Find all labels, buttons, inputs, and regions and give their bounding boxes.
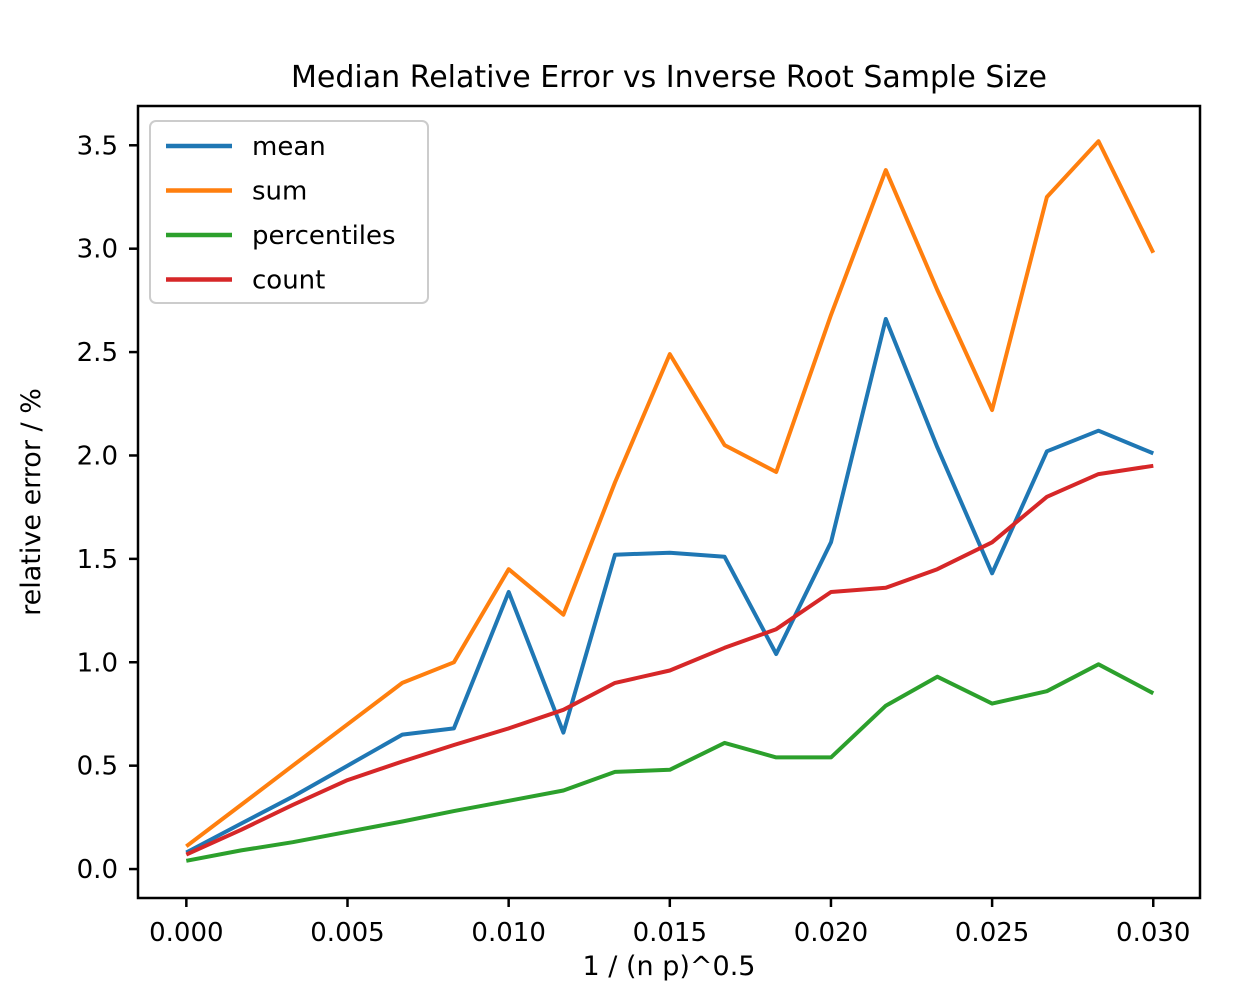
series-line-mean (185, 317, 1155, 855)
y-tick-label: 3.5 (77, 131, 118, 161)
legend-label-mean: mean (252, 132, 326, 162)
x-axis-ticks: 0.000 0.005 0.010 0.015 0.020 0.025 0.030 (149, 898, 1190, 948)
y-axis-ticks: 0.0 0.5 1.0 1.5 2.0 2.5 3.0 3.5 (77, 131, 138, 885)
y-axis-label: relative error / % (16, 388, 47, 616)
x-tick-label: 0.015 (633, 918, 707, 948)
x-tick-label: 0.030 (1116, 918, 1190, 948)
y-tick-label: 1.0 (77, 648, 118, 678)
x-tick-label: 0.020 (794, 918, 868, 948)
x-axis-label: 1 / (n p)^0.5 (583, 951, 756, 982)
x-tick-label: 0.010 (471, 918, 545, 948)
legend-label-percentiles: percentiles (252, 221, 396, 251)
y-tick-label: 0.5 (77, 752, 118, 782)
legend-box (149, 120, 429, 304)
series-line-percentiles (185, 662, 1155, 863)
legend: mean sum percentiles count (149, 120, 429, 304)
y-tick-label: 0.0 (77, 855, 118, 885)
y-tick-label: 2.5 (77, 338, 118, 368)
x-tick-label: 0.005 (310, 918, 384, 948)
x-tick-label: 0.025 (955, 918, 1029, 948)
legend-label-count: count (252, 266, 325, 296)
chart-title: Median Relative Error vs Inverse Root Sa… (291, 60, 1047, 95)
series-lines (185, 139, 1156, 863)
y-tick-label: 1.5 (77, 545, 118, 575)
series-line-sum (185, 139, 1156, 848)
y-tick-label: 2.0 (77, 441, 118, 471)
series-line-count (185, 463, 1154, 857)
x-tick-label: 0.000 (149, 918, 223, 948)
y-tick-label: 3.0 (77, 235, 118, 265)
legend-label-sum: sum (252, 177, 307, 207)
